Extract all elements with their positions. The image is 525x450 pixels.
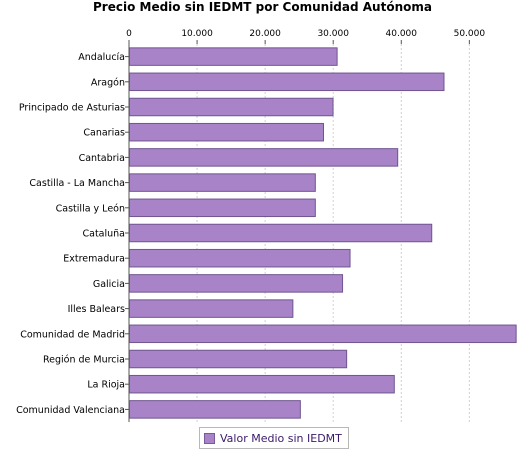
bar [129, 148, 399, 167]
bar [129, 47, 338, 66]
category-label: Comunidad de Madrid [20, 329, 125, 340]
bar [129, 223, 433, 243]
category-label: Canarias [83, 128, 125, 139]
bar [129, 72, 445, 92]
category-label: Galicia [93, 279, 125, 290]
category-label: Illes Balears [68, 304, 125, 315]
bar [129, 274, 344, 293]
bar [129, 122, 324, 142]
category-label: Extremadura [63, 254, 125, 265]
bar [129, 374, 395, 394]
bar [129, 400, 301, 419]
bar [129, 324, 517, 344]
legend-swatch [204, 432, 215, 444]
bar [129, 198, 316, 218]
category-label: Principado de Asturias [19, 103, 125, 114]
x-tick-label: 0 [126, 29, 132, 39]
category-label: Cataluña [82, 229, 125, 240]
bar [129, 299, 294, 318]
category-label: Andalucía [78, 52, 125, 63]
x-tick-label: 20.000 [249, 29, 281, 39]
x-tick-label: 40.000 [386, 29, 418, 39]
legend-label: Valor Medio sin IEDMT [220, 431, 342, 445]
legend: Valor Medio sin IEDMT [199, 427, 349, 449]
category-label: Castilla - La Mancha [29, 178, 125, 189]
category-label: Cantabria [79, 153, 125, 164]
bar [129, 97, 334, 117]
chart-title: Precio Medio sin IEDMT por Comunidad Aut… [93, 0, 432, 14]
bar [129, 248, 351, 268]
category-label: Región de Murcia [43, 355, 125, 366]
x-tick-label: 50.000 [454, 29, 486, 39]
x-tick-label: 30.000 [317, 29, 349, 39]
category-label: La Rioja [87, 380, 125, 391]
bar [129, 349, 348, 369]
category-label: Castilla y León [56, 203, 125, 214]
category-label: Comunidad Valenciana [16, 405, 125, 416]
x-tick-label: 10.000 [181, 29, 213, 39]
category-label: Aragón [91, 77, 125, 88]
bar [129, 173, 316, 192]
